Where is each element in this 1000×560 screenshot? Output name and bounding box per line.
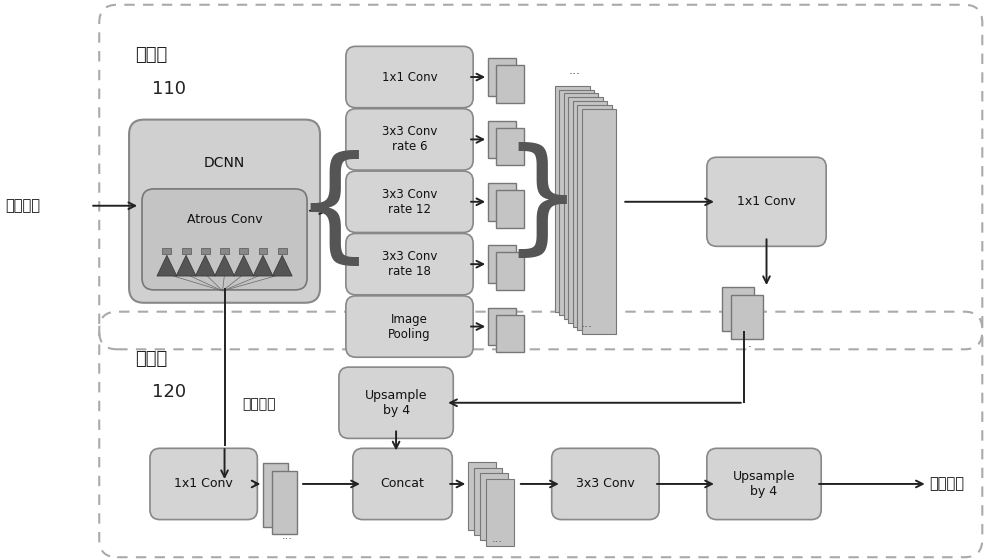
Text: 1x1 Conv: 1x1 Conv: [174, 478, 233, 491]
FancyBboxPatch shape: [346, 171, 473, 232]
FancyBboxPatch shape: [150, 449, 257, 520]
FancyBboxPatch shape: [488, 308, 516, 346]
Text: {: {: [294, 150, 374, 271]
FancyBboxPatch shape: [353, 449, 452, 520]
FancyBboxPatch shape: [278, 248, 287, 254]
Text: 1x1 Conv: 1x1 Conv: [382, 71, 437, 83]
FancyBboxPatch shape: [468, 462, 496, 530]
Polygon shape: [215, 255, 234, 276]
Text: DCNN: DCNN: [204, 156, 245, 170]
FancyBboxPatch shape: [162, 248, 171, 254]
Text: 3x3 Conv: 3x3 Conv: [576, 478, 635, 491]
FancyBboxPatch shape: [707, 449, 821, 520]
Text: 3x3 Conv
rate 18: 3x3 Conv rate 18: [382, 250, 437, 278]
FancyBboxPatch shape: [559, 90, 594, 315]
FancyBboxPatch shape: [346, 296, 473, 357]
FancyBboxPatch shape: [577, 105, 612, 330]
Text: Upsample
by 4: Upsample by 4: [365, 389, 427, 417]
FancyBboxPatch shape: [496, 190, 524, 227]
FancyBboxPatch shape: [582, 109, 616, 334]
FancyBboxPatch shape: [555, 86, 590, 312]
Text: ...: ...: [492, 534, 502, 544]
Polygon shape: [176, 255, 196, 276]
Text: 1x1 Conv: 1x1 Conv: [737, 195, 796, 208]
Text: 低级特征: 低级特征: [242, 396, 276, 410]
FancyBboxPatch shape: [496, 128, 524, 165]
Text: ...: ...: [569, 64, 581, 77]
Text: 输入图像: 输入图像: [5, 198, 40, 213]
FancyBboxPatch shape: [182, 248, 191, 254]
Text: Concat: Concat: [381, 478, 424, 491]
Polygon shape: [253, 255, 273, 276]
FancyBboxPatch shape: [474, 468, 502, 535]
Text: ...: ...: [282, 531, 293, 542]
Polygon shape: [272, 255, 292, 276]
FancyBboxPatch shape: [142, 189, 307, 290]
Text: }: }: [502, 142, 582, 263]
FancyBboxPatch shape: [346, 234, 473, 295]
FancyBboxPatch shape: [496, 315, 524, 352]
FancyBboxPatch shape: [346, 109, 473, 170]
FancyBboxPatch shape: [129, 120, 320, 303]
FancyBboxPatch shape: [220, 248, 229, 254]
FancyBboxPatch shape: [201, 248, 210, 254]
FancyBboxPatch shape: [346, 46, 473, 108]
Text: 解码器: 解码器: [135, 350, 167, 368]
FancyBboxPatch shape: [564, 94, 598, 319]
FancyBboxPatch shape: [239, 248, 248, 254]
FancyBboxPatch shape: [480, 473, 508, 540]
Text: 3x3 Conv
rate 6: 3x3 Conv rate 6: [382, 125, 437, 153]
Polygon shape: [195, 255, 215, 276]
Polygon shape: [157, 255, 177, 276]
FancyBboxPatch shape: [568, 97, 603, 323]
Text: 120: 120: [152, 383, 186, 401]
FancyBboxPatch shape: [488, 183, 516, 221]
Text: 110: 110: [152, 80, 186, 98]
FancyBboxPatch shape: [486, 478, 514, 546]
FancyBboxPatch shape: [552, 449, 659, 520]
FancyBboxPatch shape: [339, 367, 453, 438]
FancyBboxPatch shape: [488, 58, 516, 96]
Text: Image
Pooling: Image Pooling: [388, 312, 431, 340]
FancyBboxPatch shape: [488, 120, 516, 158]
FancyBboxPatch shape: [496, 65, 524, 103]
FancyBboxPatch shape: [722, 287, 754, 332]
Text: Upsample
by 4: Upsample by 4: [733, 470, 795, 498]
Text: 预测图像: 预测图像: [930, 477, 965, 492]
Text: .: .: [748, 337, 752, 350]
FancyBboxPatch shape: [272, 471, 297, 534]
FancyBboxPatch shape: [259, 248, 267, 254]
Text: 3x3 Conv
rate 12: 3x3 Conv rate 12: [382, 188, 437, 216]
FancyBboxPatch shape: [488, 245, 516, 283]
FancyBboxPatch shape: [731, 295, 763, 339]
FancyBboxPatch shape: [573, 101, 607, 326]
FancyBboxPatch shape: [263, 463, 288, 526]
Polygon shape: [234, 255, 254, 276]
Text: 编码器: 编码器: [135, 46, 167, 64]
Text: ...: ...: [581, 317, 593, 330]
Text: Atrous Conv: Atrous Conv: [187, 213, 262, 226]
FancyBboxPatch shape: [707, 157, 826, 246]
FancyBboxPatch shape: [496, 252, 524, 290]
